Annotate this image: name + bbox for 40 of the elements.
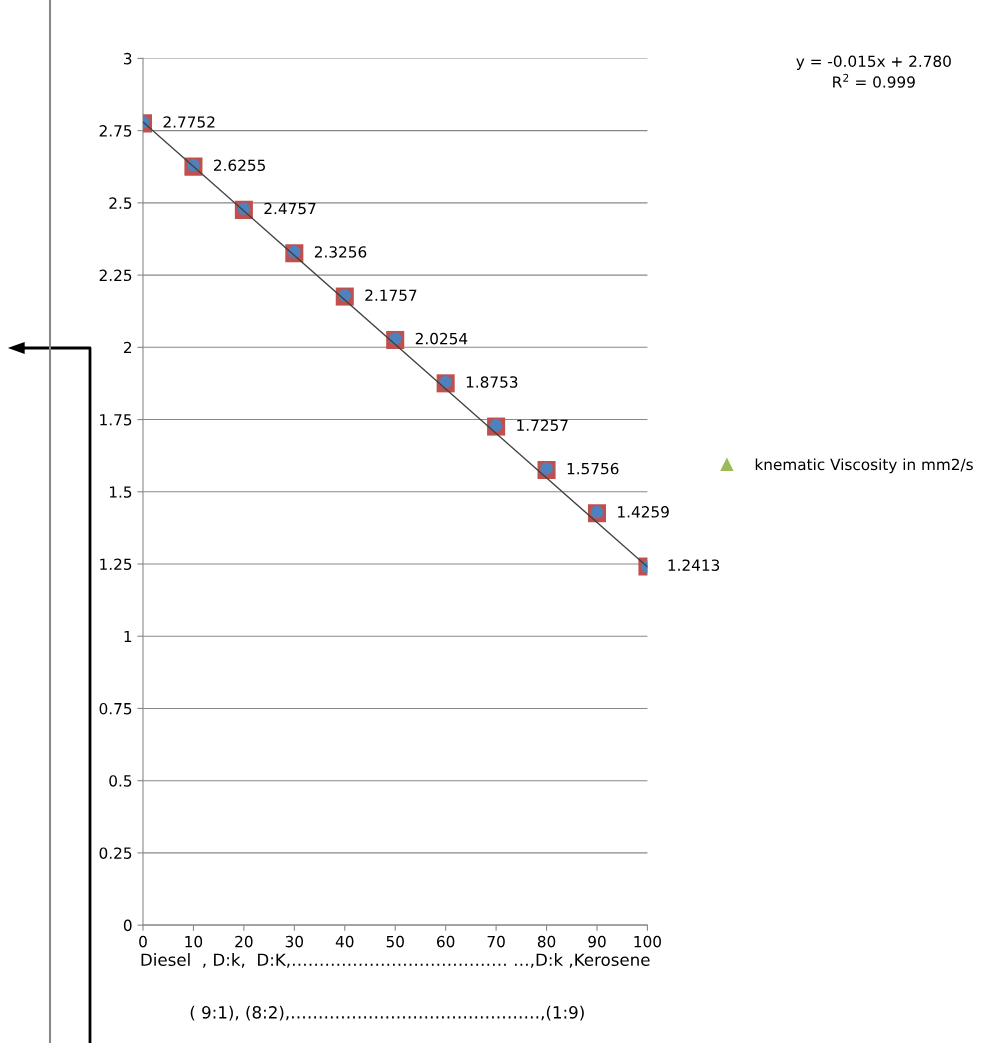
data-label: 2.6255 xyxy=(214,159,265,172)
data-label: 1.4259 xyxy=(618,506,669,518)
x-tick-label: 80 xyxy=(537,935,556,948)
y-tick-label: 0.25 xyxy=(99,847,132,859)
x-tick-label: 60 xyxy=(437,935,455,948)
x-tick-label: 70 xyxy=(487,935,505,948)
data-label: 1.8753 xyxy=(466,376,518,388)
text: y = -0.015x + 2.780 xyxy=(796,55,951,70)
legend-label: knematic Viscosity in mm2/s xyxy=(755,458,973,474)
y-tick-label: 0.75 xyxy=(99,702,132,715)
x-tick-label: 30 xyxy=(285,935,304,948)
data-label: 2.1757 xyxy=(365,289,417,301)
y-tick-label: 2.25 xyxy=(99,269,132,282)
y-tick-label: 1.75 xyxy=(100,414,132,426)
y-tick-label: 3 xyxy=(124,52,132,65)
data-label: 1.2413 xyxy=(668,559,720,571)
x-tick-label: 100 xyxy=(634,935,661,948)
data-label: 1.7257 xyxy=(517,419,568,431)
text: R$^{2}$ = 0.999 xyxy=(833,73,915,88)
y-tick-label: 2.75 xyxy=(99,125,132,137)
x-tick-label: 40 xyxy=(335,935,354,948)
y-tick-label: 0 xyxy=(123,919,132,932)
text: ( 9:1), (8:2),………………………………………,(1:9) xyxy=(190,1005,584,1021)
data-label: 2.0254 xyxy=(415,332,468,345)
y-tick-label: 1.5 xyxy=(109,486,132,498)
data-label: 2.4757 xyxy=(264,202,316,215)
data-label: 2.3256 xyxy=(314,246,367,258)
y-tick-label: 2 xyxy=(123,341,132,354)
x-tick-label: 20 xyxy=(235,935,253,948)
data-label: 1.5756 xyxy=(567,462,619,475)
x-tick-label: 90 xyxy=(588,935,606,948)
y-tick-label: 2.5 xyxy=(109,197,132,209)
x-tick-label: 50 xyxy=(386,935,404,948)
x-tick-label: 10 xyxy=(185,935,203,948)
y-tick-label: 1 xyxy=(124,630,132,643)
data-label: 2.7752 xyxy=(163,116,215,128)
x-axis-title: Diesel , D:k, D:K,………………………………… …,D:k ,Kerosene xyxy=(141,953,650,968)
x-tick-label: 0 xyxy=(139,935,147,948)
y-tick-label: 0.5 xyxy=(109,775,132,787)
y-tick-label: 1.25 xyxy=(100,558,132,571)
